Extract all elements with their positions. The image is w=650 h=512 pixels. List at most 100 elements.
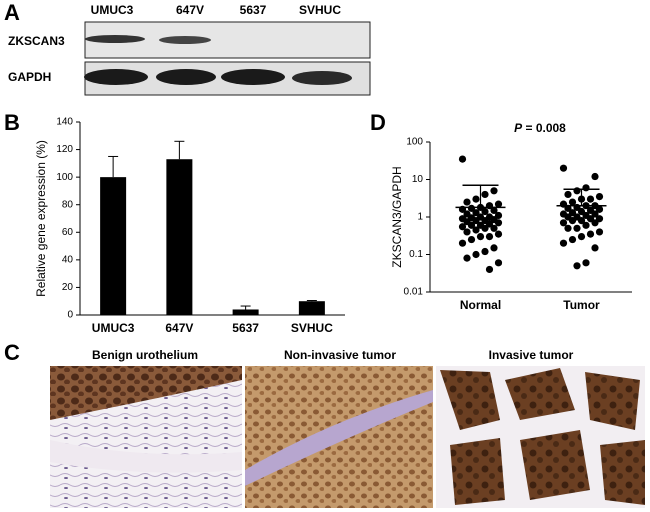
x-tick-label: UMUC3 [92,321,135,335]
y-axis-label: ZKSCAN3/GAPDH [390,166,404,267]
x-tick-label: Tumor [563,298,600,312]
panel-label: B [4,110,20,135]
image-title: Invasive tumor [489,348,574,362]
data-point [481,247,489,256]
histology-image [436,366,645,508]
lane-label: SVHUC [299,3,341,17]
y-axis-label: Relative gene expression (%) [34,140,48,297]
data-point [494,219,503,227]
blot-band [156,69,216,85]
data-point [586,195,595,203]
data-point [463,254,471,262]
data-point [573,224,581,232]
annotation-italic: P [514,121,523,135]
data-point [467,235,476,244]
blot-band [159,36,211,44]
data-point [485,265,494,274]
data-point [595,205,604,213]
data-point [472,209,480,217]
x-tick-label: 647V [165,321,193,335]
image-title: Benign urothelium [92,348,198,362]
data-point [458,223,467,231]
x-tick-label: 5637 [232,321,259,335]
data-point [568,217,577,225]
data-point [595,192,604,201]
y-tick-label: 0.01 [404,287,424,298]
data-point [472,250,480,259]
y-tick-label: 0 [67,310,73,321]
data-point [577,233,586,241]
annotation-text: = 0.008 [525,121,566,135]
blot-band [221,69,285,85]
blot-band [292,71,352,85]
data-point [481,190,489,199]
data-point [591,210,599,218]
data-point [494,211,503,220]
data-point [476,233,485,241]
data-point [485,220,494,228]
data-point [458,155,467,163]
data-point [591,172,599,181]
y-tick-label: 100 [56,172,73,183]
histology-image [50,366,242,508]
y-tick-label: 80 [62,199,74,210]
data-point [577,217,586,225]
annotation: P = 0.008 [514,121,566,135]
data-point [481,224,489,232]
x-tick-label: Normal [460,298,501,312]
x-tick-label: SVHUC [291,321,333,335]
bar [232,309,259,315]
data-point [559,164,568,172]
data-point [490,224,498,232]
data-point [559,219,568,227]
y-tick-label: 60 [62,227,74,238]
data-point [559,239,568,247]
data-point [564,190,572,199]
bar [166,159,193,315]
y-tick-label: 20 [62,282,74,293]
data-point [463,228,471,236]
data-point [472,217,480,225]
data-point [568,198,577,206]
panel-label: D [370,110,386,135]
bar [298,301,325,315]
y-tick-label: 140 [56,117,73,128]
data-point [472,195,480,203]
y-tick-label: 40 [62,254,74,265]
y-tick-label: 100 [406,137,423,148]
data-point [564,224,572,232]
y-tick-label: 10 [412,174,424,185]
row-label: GAPDH [8,70,51,84]
lane-label: UMUC3 [91,3,134,17]
data-point [582,259,590,267]
blot-band [84,69,148,85]
data-point [573,187,581,195]
data-point [591,219,599,227]
bar [100,177,127,315]
histology-image [245,366,433,508]
y-tick-label: 1 [417,212,423,223]
lane-label: 5637 [240,3,267,17]
data-point [481,207,489,216]
data-point [568,235,577,244]
data-point [467,221,476,229]
panel-label: A [4,0,20,25]
data-point [463,198,471,206]
data-point [490,187,498,195]
image-title: Non-invasive tumor [284,348,396,362]
data-point [490,244,498,252]
lane-label: 647V [176,3,204,17]
data-point [586,230,595,238]
data-point [595,228,604,236]
blot-band [85,35,145,43]
data-point [490,206,498,214]
data-point [458,239,467,247]
data-point [494,259,503,267]
data-point [568,209,577,217]
data-point [573,262,581,270]
data-point [467,204,476,212]
data-point [494,230,503,238]
data-point [472,226,480,234]
y-tick-label: 120 [56,144,73,155]
